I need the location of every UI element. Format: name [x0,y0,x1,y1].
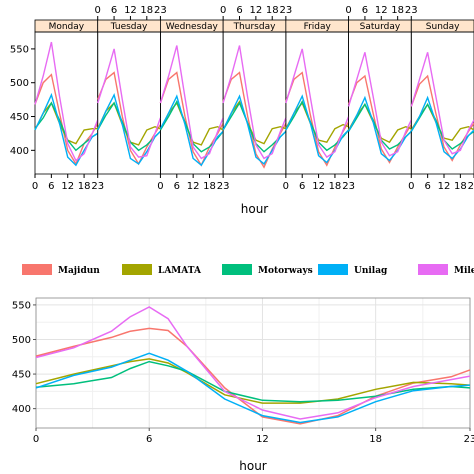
bottom-x-tick-label: 0 [33,434,39,445]
panel-frame [348,31,412,175]
top-panel-x-tick-label: 12 [61,181,74,192]
panel-line-mile [159,45,224,160]
panel-line-unilag [222,94,287,165]
panel-line-mile [410,52,474,155]
top-panel-x-tick-label: 23 [217,181,230,192]
top-panel-x-tick-label: 18 [203,181,216,192]
panel-line-majidun [34,73,99,166]
top-x-tick-label: 12 [124,5,137,16]
panel-strip-label: Monday [49,22,85,32]
panel-strip-label: Thursday [233,22,277,32]
legend-swatch-lamata [122,264,152,275]
top-panel-x-tick-label: 0 [408,181,414,192]
top-x-tick-label: 23 [405,5,418,16]
top-x-tick-label: 0 [95,5,101,16]
series-line-majidun [35,327,471,425]
legend-swatch-motorways [222,264,252,275]
panel-line-unilag [34,92,99,167]
panel-strip-label: Tuesday [110,22,148,32]
top-panel-x-tick-label: 6 [174,181,180,192]
top-panel-x-tick-label: 18 [78,181,91,192]
top-x-tick-label: 6 [111,5,117,16]
legend-label-lamata: LAMATA [158,266,202,276]
top-y-tick-label: 450 [10,112,29,123]
series-line-lamata [35,358,471,404]
top-panel-x-tick-label: 12 [187,181,200,192]
panel-line-lamata [285,101,349,144]
panel-strip-label: Wednesday [166,22,219,32]
top-panel-x-tick-label: 0 [32,181,38,192]
top-y-tick-label: 550 [10,44,29,55]
top-panel-x-tick-label: 18 [454,181,467,192]
top-panel-x-tick-label: 0 [283,181,289,192]
legend-swatch-unilag [318,264,348,275]
top-panel-x-tick-label: 12 [438,181,451,192]
panel-line-mile [34,41,99,162]
bottom-y-tick-label: 450 [12,370,31,381]
top-y-tick-label: 500 [10,78,29,89]
panel-line-mile [222,45,287,160]
bottom-x-tick-label: 18 [369,434,382,445]
panel-line-unilag [410,95,474,160]
bottom-x-tick-label: 23 [464,434,474,445]
legend-swatch-mile [418,264,448,275]
top-panel-x-tick-label: 6 [48,181,54,192]
panel-line-unilag [159,94,224,167]
top-panel-x-tick-label: 12 [312,181,325,192]
top-panel-x-tick-label: 18 [329,181,342,192]
top-panel-x-tick-label: 6 [299,181,305,192]
panel-strip-label: Sunday [426,22,460,32]
top-x-tick-label: 18 [266,5,279,16]
bottom-plot-frame [35,297,471,429]
series-line-mile [35,306,471,420]
top-x-tick-label: 23 [279,5,292,16]
top-panel-x-tick-label: 0 [157,181,163,192]
panel-line-unilag [285,94,350,164]
bottom-x-tick-label: 12 [256,434,269,445]
panel-frame [410,31,474,175]
panel-line-lamata [222,100,287,145]
top-panel-x-tick-label: 23 [91,181,104,192]
bottom-y-tick-label: 550 [12,300,31,311]
series-line-unilag [35,352,471,424]
top-y-tick-label: 400 [10,146,29,157]
top-x-axis-title: hour [241,202,269,216]
bottom-y-tick-label: 500 [12,335,31,346]
panel-line-majidun [97,71,161,166]
top-x-tick-label: 12 [249,5,262,16]
panel-strip-label: Friday [304,22,332,32]
top-x-tick-label: 0 [345,5,351,16]
panel-strip-label: Saturday [360,22,401,32]
top-x-tick-label: 23 [154,5,167,16]
panel-line-unilag [97,92,161,165]
legend-swatch-majidun [22,264,52,275]
top-x-tick-label: 18 [140,5,153,16]
panel-line-mile [285,48,350,159]
legend-label-mile: Mile [454,266,474,276]
top-x-tick-label: 0 [220,5,226,16]
bottom-x-axis-title: hour [239,459,267,473]
top-x-tick-label: 12 [375,5,388,16]
top-x-tick-label: 18 [391,5,404,16]
legend-label-majidun: Majidun [58,266,100,276]
top-panel-x-tick-label: 6 [424,181,430,192]
top-panel-x-tick-label: 23 [468,181,474,192]
top-x-tick-label: 6 [236,5,242,16]
panel-line-unilag [347,95,412,162]
panel-line-mile [347,52,412,157]
panel-line-lamata [347,103,412,144]
legend-label-unilag: Unilag [354,266,388,276]
panel-line-mile [97,48,162,158]
bottom-y-tick-label: 400 [12,404,31,415]
bottom-x-tick-label: 6 [146,434,152,445]
top-x-tick-label: 6 [362,5,368,16]
top-panel-x-tick-label: 23 [342,181,355,192]
legend-label-motorways: Motorways [258,266,313,276]
